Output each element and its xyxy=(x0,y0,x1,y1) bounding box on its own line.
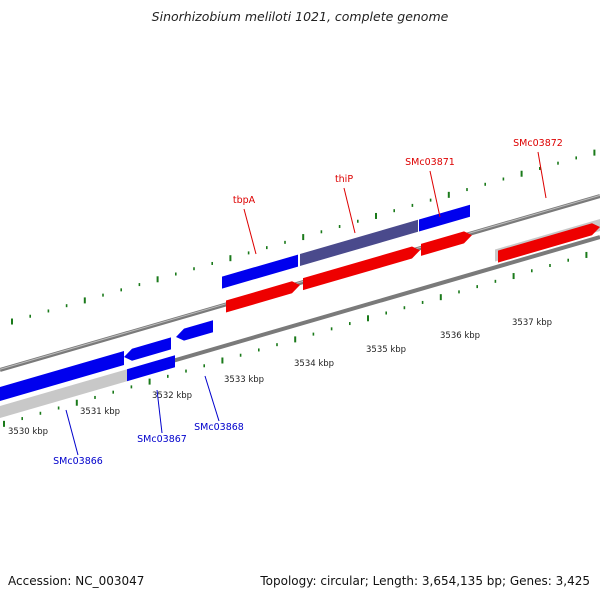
cds-arrow-SMc03871[interactable] xyxy=(421,231,472,256)
scale-labels: 3530 kbp 3531 kbp 3532 kbp 3533 kbp 3534… xyxy=(8,318,552,437)
cds-bar-SMc03867[interactable] xyxy=(127,355,175,382)
backbone-line xyxy=(0,194,600,372)
gene-bar-SMc03867[interactable] xyxy=(124,337,171,361)
leader-line-SMc03868 xyxy=(204,375,220,422)
scale-label-3532: 3532 kbp xyxy=(152,391,192,401)
cds-arrow-tbpA[interactable] xyxy=(226,281,300,313)
cds-arrow-SMc03872[interactable] xyxy=(498,223,600,263)
gene-bar-SMc03871[interactable] xyxy=(419,204,470,232)
scale-label-3530: 3530 kbp xyxy=(8,427,48,437)
gene-label-tbpA[interactable]: tbpA xyxy=(233,195,256,206)
scale-label-3535: 3535 kbp xyxy=(366,345,406,355)
scale-label-3534: 3534 kbp xyxy=(294,359,334,369)
accession-text: Accession: NC_003047 xyxy=(8,574,145,588)
gene-label-SMc03872[interactable]: SMc03872 xyxy=(513,138,563,149)
scale-label-3531: 3531 kbp xyxy=(80,407,120,417)
gene-label-thiP[interactable]: thiP xyxy=(335,174,353,185)
feature-tracks xyxy=(0,149,600,427)
gene-label-SMc03871[interactable]: SMc03871 xyxy=(405,157,455,168)
scale-label-3537: 3537 kbp xyxy=(512,318,552,328)
gene-label-SMc03866[interactable]: SMc03866 xyxy=(53,456,103,467)
map-title: Sinorhizobium meliloti 1021, complete ge… xyxy=(151,9,449,24)
leader-line-SMc03871 xyxy=(429,170,441,218)
gene-label-SMc03867[interactable]: SMc03867 xyxy=(137,434,187,445)
gene-labels: tbpA thiP SMc03871 SMc03872 SMc03866 SMc… xyxy=(53,138,563,467)
scale-label-3536: 3536 kbp xyxy=(440,331,480,341)
scale-label-3533: 3533 kbp xyxy=(224,375,264,385)
leader-line-SMc03867 xyxy=(156,389,163,434)
leader-line-thiP xyxy=(343,187,356,234)
backbone-highlight xyxy=(0,194,600,370)
leader-line-tbpA xyxy=(243,208,257,255)
gene-bar-thiP[interactable] xyxy=(300,219,418,266)
cds-arrow-thiP[interactable] xyxy=(303,246,420,291)
pseudo-bar-SMc03866 xyxy=(0,369,127,418)
genome-summary-text: Topology: circular; Length: 3,654,135 bp… xyxy=(260,574,590,588)
gene-bar-tbpA[interactable] xyxy=(222,254,298,289)
gene-bar-SMc03868[interactable] xyxy=(176,320,213,341)
leader-line-SMc03872 xyxy=(537,151,547,199)
gene-bar-SMc03866[interactable] xyxy=(0,351,124,401)
gene-label-SMc03868[interactable]: SMc03868 xyxy=(194,422,244,433)
leader-line-SMc03866 xyxy=(65,409,79,456)
